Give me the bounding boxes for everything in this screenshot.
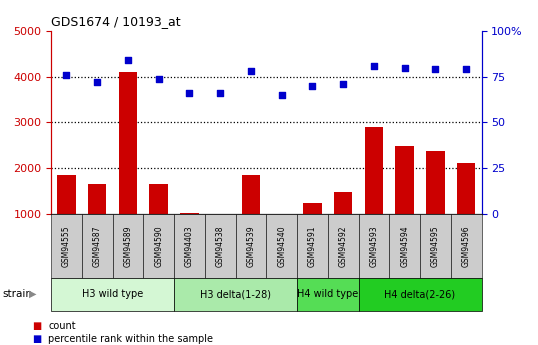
Text: GSM94555: GSM94555 bbox=[62, 225, 71, 267]
Point bbox=[124, 58, 132, 63]
Text: GSM94591: GSM94591 bbox=[308, 225, 317, 267]
Text: strain: strain bbox=[3, 289, 33, 299]
Text: ■: ■ bbox=[32, 321, 41, 331]
Bar bbox=[180, 213, 199, 260]
Bar bbox=[150, 184, 168, 260]
Text: GSM94587: GSM94587 bbox=[93, 225, 102, 267]
Point bbox=[370, 63, 378, 69]
Text: GSM94403: GSM94403 bbox=[185, 225, 194, 267]
Point bbox=[154, 76, 163, 81]
Point bbox=[62, 72, 71, 78]
Bar bbox=[88, 184, 107, 260]
Bar bbox=[119, 72, 137, 260]
Point bbox=[308, 83, 317, 89]
Text: count: count bbox=[48, 321, 76, 331]
Point bbox=[431, 67, 440, 72]
Point bbox=[246, 69, 255, 74]
Text: GSM94589: GSM94589 bbox=[123, 225, 132, 267]
Text: H4 wild type: H4 wild type bbox=[297, 289, 358, 299]
Text: GSM94593: GSM94593 bbox=[370, 225, 378, 267]
Text: ▶: ▶ bbox=[29, 289, 37, 299]
Bar bbox=[303, 204, 322, 260]
Bar bbox=[242, 175, 260, 260]
Point bbox=[185, 90, 194, 96]
Text: GDS1674 / 10193_at: GDS1674 / 10193_at bbox=[51, 16, 181, 29]
Text: GSM94596: GSM94596 bbox=[462, 225, 471, 267]
Text: GSM94538: GSM94538 bbox=[216, 225, 225, 267]
Bar bbox=[211, 216, 229, 260]
Text: GSM94540: GSM94540 bbox=[277, 225, 286, 267]
Text: ■: ■ bbox=[32, 334, 41, 344]
Bar bbox=[334, 192, 352, 260]
Text: H3 wild type: H3 wild type bbox=[82, 289, 143, 299]
Text: GSM94539: GSM94539 bbox=[246, 225, 256, 267]
Point bbox=[462, 67, 470, 72]
Point bbox=[400, 65, 409, 70]
Text: GSM94595: GSM94595 bbox=[431, 225, 440, 267]
Text: GSM94594: GSM94594 bbox=[400, 225, 409, 267]
Point bbox=[339, 81, 348, 87]
Bar bbox=[365, 127, 383, 260]
Point bbox=[216, 90, 224, 96]
Bar bbox=[457, 163, 476, 260]
Bar bbox=[395, 146, 414, 260]
Point bbox=[93, 79, 102, 85]
Bar bbox=[426, 151, 444, 260]
Text: percentile rank within the sample: percentile rank within the sample bbox=[48, 334, 214, 344]
Text: H3 delta(1-28): H3 delta(1-28) bbox=[200, 289, 271, 299]
Text: H4 delta(2-26): H4 delta(2-26) bbox=[385, 289, 456, 299]
Point bbox=[278, 92, 286, 98]
Bar bbox=[57, 175, 76, 260]
Text: GSM94590: GSM94590 bbox=[154, 225, 163, 267]
Bar bbox=[272, 214, 291, 260]
Text: GSM94592: GSM94592 bbox=[338, 225, 348, 267]
